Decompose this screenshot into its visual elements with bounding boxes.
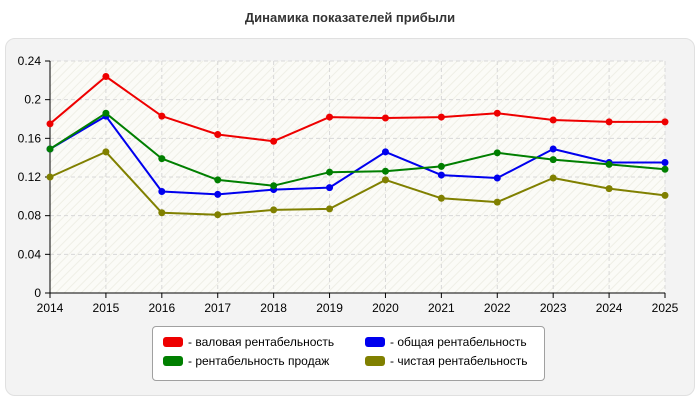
series-line-2 [49, 112, 666, 187]
legend-item-2: - рентабельность продаж [163, 354, 329, 368]
x-tick-label: 2017 [204, 301, 231, 315]
legend-label-3: - чистая рентабельность [390, 354, 528, 368]
y-tick-label: 0.16 [18, 131, 42, 145]
legend-item-0: - валовая рентабельность [163, 335, 334, 349]
data-point [605, 160, 613, 168]
data-point [381, 148, 389, 156]
series-3 [46, 148, 669, 219]
data-point [605, 185, 613, 193]
data-point [493, 109, 501, 117]
data-point [381, 167, 389, 175]
data-point [102, 72, 110, 80]
data-point [661, 118, 669, 126]
x-tick-label: 2025 [652, 301, 679, 315]
x-tick-label: 2018 [260, 301, 287, 315]
data-point [102, 148, 110, 156]
data-point [326, 184, 334, 192]
series-line-0 [49, 75, 665, 143]
x-tick-label: 2020 [372, 301, 399, 315]
y-tick-label: 0.24 [18, 54, 42, 68]
legend-label-1: - общая рентабельность [390, 335, 527, 349]
data-point [437, 171, 445, 179]
y-tick-label: 0 [34, 286, 41, 300]
data-point [46, 145, 54, 153]
data-point [493, 198, 501, 206]
x-tick-label: 2019 [316, 301, 343, 315]
data-point [158, 112, 166, 120]
legend-item-3: - чистая рентабельность [365, 354, 527, 368]
series-line-3 [49, 150, 666, 216]
data-point [158, 188, 166, 195]
data-point [549, 174, 557, 182]
data-point [437, 194, 445, 202]
data-point [549, 156, 557, 164]
data-point [437, 113, 445, 121]
data-point [605, 118, 613, 126]
y-tick-label: 0.12 [18, 170, 42, 184]
data-point [326, 168, 334, 176]
data-point [493, 174, 501, 182]
data-point [549, 116, 557, 124]
data-point [270, 206, 278, 214]
y-tick-label: 0.2 [24, 93, 41, 107]
data-point [326, 113, 334, 121]
data-point [326, 205, 334, 213]
legend-swatch-0 [163, 337, 183, 347]
data-point [661, 165, 669, 173]
legend-swatch-2 [163, 356, 183, 366]
data-point [158, 155, 166, 163]
data-point [270, 137, 278, 145]
legend-item-1: - общая рентабельность [365, 335, 527, 349]
data-point [549, 145, 557, 153]
x-tick-label: 2016 [148, 301, 175, 315]
x-tick-label: 2014 [37, 301, 64, 315]
data-point [270, 182, 278, 190]
x-tick-label: 2022 [484, 301, 511, 315]
data-point [102, 109, 110, 117]
series-line-1 [49, 115, 665, 196]
series-2 [46, 109, 669, 190]
legend-label-0: - валовая рентабельность [188, 335, 335, 349]
data-point [381, 176, 389, 184]
data-point [158, 209, 166, 217]
x-tick-label: 2021 [428, 301, 455, 315]
legend-label-2: - рентабельность продаж [188, 354, 330, 368]
series-0 [46, 72, 669, 145]
data-point [661, 159, 669, 166]
data-point [214, 130, 222, 138]
data-point [214, 176, 222, 184]
data-point [214, 190, 222, 198]
legend-swatch-3 [365, 356, 385, 366]
x-tick-label: 2024 [596, 301, 623, 315]
chart-title: Динамика показателей прибыли [244, 10, 456, 25]
legend-swatch-1 [365, 337, 385, 347]
y-tick-label: 0.08 [18, 209, 42, 223]
x-tick-label: 2023 [540, 301, 567, 315]
data-point [493, 149, 501, 157]
data-point [381, 114, 389, 122]
data-point [661, 191, 669, 199]
data-point [437, 162, 445, 170]
data-point [46, 173, 54, 181]
data-point [214, 211, 222, 219]
data-point [46, 120, 54, 128]
y-tick-label: 0.04 [18, 247, 42, 261]
x-tick-label: 2015 [93, 301, 120, 315]
legend: - валовая рентабельность - общая рентабе… [152, 326, 545, 381]
